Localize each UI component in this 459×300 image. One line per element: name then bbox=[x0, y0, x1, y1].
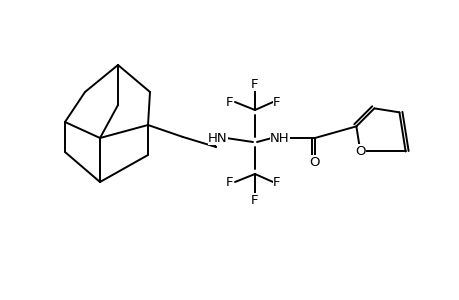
Text: F: F bbox=[273, 95, 280, 109]
Text: O: O bbox=[309, 155, 319, 169]
Text: HN: HN bbox=[208, 131, 227, 145]
Text: F: F bbox=[251, 77, 258, 91]
Text: NH: NH bbox=[269, 131, 289, 145]
Text: F: F bbox=[226, 95, 233, 109]
Text: F: F bbox=[226, 176, 233, 188]
Text: O: O bbox=[354, 145, 365, 158]
Text: F: F bbox=[251, 194, 258, 206]
Text: F: F bbox=[273, 176, 280, 188]
